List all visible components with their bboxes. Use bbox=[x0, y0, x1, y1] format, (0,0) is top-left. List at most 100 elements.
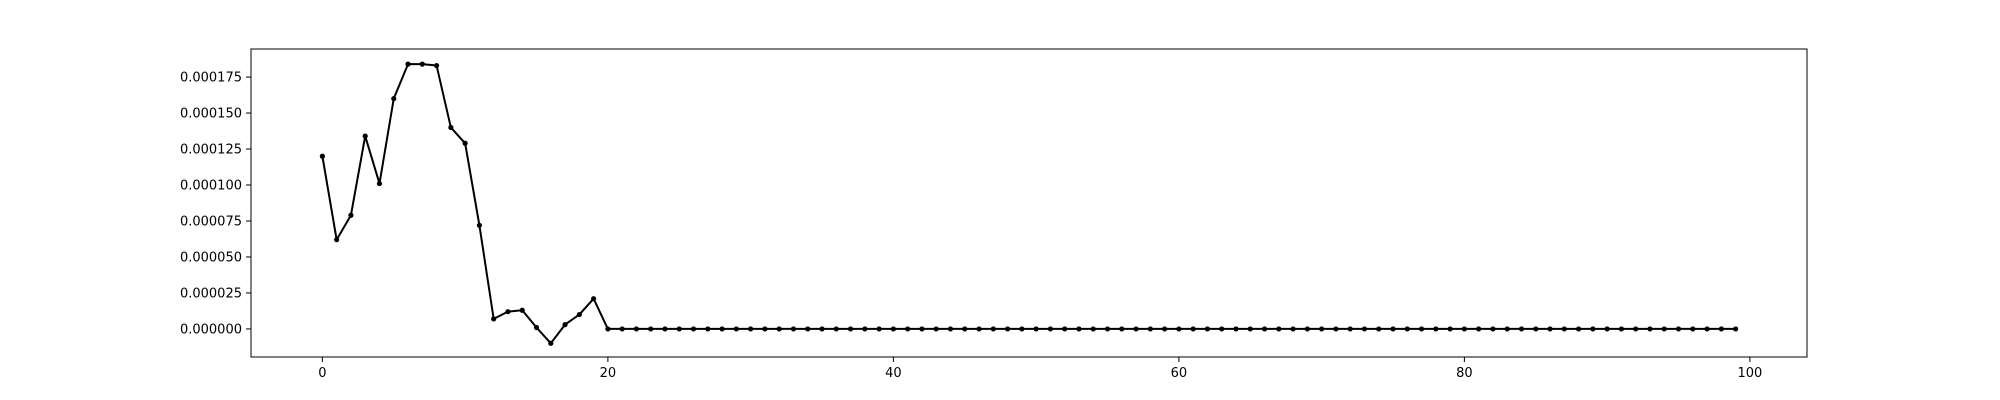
data-point bbox=[933, 326, 939, 332]
data-point bbox=[533, 324, 540, 331]
data-point bbox=[476, 222, 483, 228]
data-point bbox=[334, 237, 340, 243]
data-point bbox=[1247, 326, 1253, 332]
plot-layer bbox=[319, 61, 1739, 346]
data-point bbox=[1290, 326, 1296, 332]
data-point bbox=[1261, 326, 1268, 332]
y-tick-label: 0.000175 bbox=[180, 71, 242, 86]
data-point bbox=[1418, 326, 1425, 332]
data-point bbox=[548, 340, 554, 346]
data-point bbox=[1047, 326, 1054, 332]
data-point bbox=[1133, 326, 1139, 332]
data-point bbox=[705, 326, 711, 332]
data-point bbox=[748, 326, 754, 332]
y-tick-label: 0.000025 bbox=[180, 286, 242, 301]
data-point bbox=[648, 326, 654, 332]
data-point bbox=[1504, 326, 1510, 332]
data-point bbox=[1733, 326, 1739, 332]
y-tick-label: 0.000150 bbox=[180, 107, 242, 122]
data-point bbox=[1447, 326, 1453, 332]
data-point bbox=[1675, 326, 1682, 332]
data-point bbox=[405, 61, 411, 67]
data-point bbox=[919, 326, 925, 332]
data-point bbox=[1219, 326, 1225, 332]
x-tick-label: 80 bbox=[1456, 366, 1473, 381]
data-point bbox=[776, 326, 782, 332]
data-point bbox=[419, 61, 425, 67]
data-point bbox=[1404, 326, 1410, 332]
data-point bbox=[805, 326, 811, 332]
data-point bbox=[1119, 326, 1125, 332]
data-point bbox=[1590, 326, 1596, 332]
y-tick-label: 0.000075 bbox=[180, 214, 242, 229]
data-point bbox=[719, 326, 725, 332]
data-point bbox=[733, 326, 739, 332]
data-point bbox=[1704, 326, 1710, 332]
data-point bbox=[1004, 326, 1011, 332]
data-point bbox=[619, 326, 625, 332]
data-point bbox=[348, 212, 354, 218]
data-point bbox=[1476, 326, 1482, 332]
data-point bbox=[1661, 326, 1667, 332]
data-point bbox=[662, 326, 668, 332]
data-point bbox=[391, 96, 397, 102]
data-point bbox=[1276, 326, 1282, 332]
data-point bbox=[1376, 326, 1382, 332]
data-point bbox=[1019, 326, 1025, 332]
data-point bbox=[633, 326, 640, 332]
y-tick-label: 0.000125 bbox=[180, 143, 242, 158]
data-point bbox=[1533, 326, 1539, 332]
data-point bbox=[876, 326, 882, 332]
data-point bbox=[862, 326, 868, 332]
y-tick-label: 0.000050 bbox=[180, 250, 242, 265]
data-point bbox=[833, 326, 839, 332]
data-point bbox=[1575, 326, 1582, 332]
data-point bbox=[605, 326, 611, 332]
data-point bbox=[1062, 326, 1068, 332]
data-point bbox=[519, 307, 525, 313]
data-point bbox=[362, 133, 368, 139]
data-point bbox=[890, 326, 896, 332]
data-point bbox=[1690, 326, 1696, 332]
data-point bbox=[1347, 326, 1353, 332]
data-point bbox=[319, 153, 325, 159]
data-point bbox=[448, 124, 454, 131]
data-point bbox=[819, 326, 825, 332]
data-point bbox=[491, 316, 497, 322]
data-point bbox=[990, 326, 996, 332]
data-point bbox=[462, 140, 468, 146]
data-point bbox=[1461, 326, 1467, 332]
x-tick-label: 0 bbox=[318, 366, 326, 381]
data-point bbox=[1162, 326, 1168, 332]
data-point bbox=[762, 326, 768, 332]
data-point bbox=[1233, 326, 1239, 332]
data-point bbox=[976, 326, 982, 332]
data-point bbox=[1204, 326, 1211, 332]
data-point bbox=[1633, 326, 1639, 332]
data-point bbox=[1518, 326, 1525, 332]
data-point bbox=[947, 326, 954, 332]
data-point bbox=[1361, 326, 1368, 332]
data-point bbox=[591, 296, 597, 302]
axes-layer: 0 20 40 60 80 100 0.000000 0.000025 0.000050 0.00… bbox=[180, 48, 1808, 381]
data-point bbox=[1190, 326, 1196, 332]
data-point bbox=[790, 326, 797, 332]
y-tick-label: 0.000100 bbox=[180, 179, 242, 194]
x-tick-label: 100 bbox=[1737, 366, 1762, 381]
data-point bbox=[1561, 326, 1567, 332]
data-point bbox=[1076, 326, 1082, 332]
data-point bbox=[905, 326, 911, 332]
data-point bbox=[690, 326, 697, 332]
data-point bbox=[376, 180, 383, 187]
data-point bbox=[676, 326, 682, 332]
data-point bbox=[1618, 326, 1625, 332]
x-tick-label: 20 bbox=[600, 366, 617, 381]
x-tick-label: 40 bbox=[885, 366, 902, 381]
data-point bbox=[1104, 326, 1111, 332]
data-point bbox=[847, 326, 854, 332]
data-point bbox=[1390, 326, 1396, 332]
data-point bbox=[1333, 326, 1339, 332]
plot-frame bbox=[250, 48, 1808, 358]
data-point bbox=[433, 62, 440, 69]
